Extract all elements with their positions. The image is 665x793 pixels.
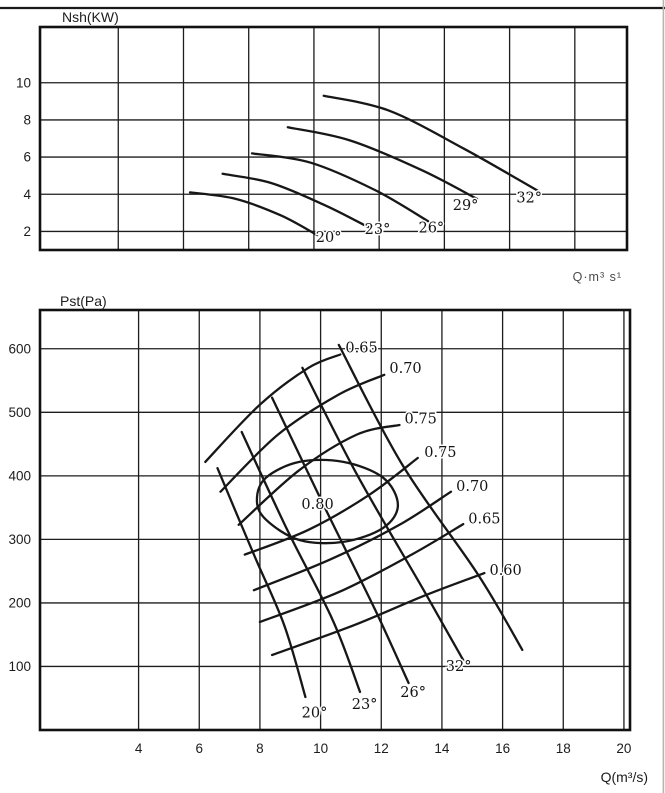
y-tick-label: 100 (8, 659, 31, 674)
static-pressure-plot: 100 200 300 400 500 600 4 6 8 10 12 14 16 18 20 20° 23° 2… (8, 308, 632, 756)
x-tick-label: 4 (135, 741, 143, 756)
pressure-curve-26deg-label: 26° (400, 685, 426, 701)
y-tick-label: 4 (23, 187, 31, 202)
power-chart-title: Nsh(KW) (62, 9, 119, 25)
pressure-curve-29deg (301, 366, 465, 662)
efficiency-060-lower-label: 0.60 (489, 563, 521, 579)
power-curve-32deg-label: 32° (516, 191, 542, 207)
pressure-curve-20deg (216, 467, 307, 699)
pressure-chart-title: Pst(Pa) (60, 293, 107, 309)
shaft-power-plot: 2 4 6 8 10 20° 23° 26° 29° 32° (16, 25, 629, 252)
efficiency-065-upper (204, 353, 342, 464)
power-chart-xlabel: Q·m³ s¹ (573, 270, 622, 284)
efficiency-075-upper (237, 423, 401, 526)
power-curve-26deg (250, 152, 430, 223)
efficiency-070-upper-label: 0.70 (389, 361, 421, 377)
x-tick-label: 14 (434, 741, 450, 756)
efficiency-075-upper-label: 0.75 (405, 412, 437, 428)
efficiency-080-island-label: 0.80 (301, 497, 333, 513)
power-curve-20deg-label: 20° (316, 230, 342, 246)
y-tick-label: 200 (8, 595, 31, 610)
efficiency-075-lower-label: 0.75 (424, 445, 456, 461)
y-tick-label: 2 (23, 224, 31, 239)
pressure-chart-xlabel: Q(m³/s) (601, 769, 648, 785)
pressure-curve-32deg (337, 343, 524, 652)
y-tick-label: 6 (23, 150, 31, 165)
y-tick-label: 10 (16, 75, 31, 90)
power-curve-26deg-label: 26° (418, 220, 444, 236)
pressure-curve-32deg-label: 32° (446, 659, 472, 675)
efficiency-080-island (255, 458, 400, 545)
power-curve-23deg-label: 23° (365, 222, 391, 238)
efficiency-075-lower (243, 456, 419, 556)
pressure-curve-20deg-label: 20° (302, 705, 328, 721)
power-curve-23deg (221, 172, 371, 229)
x-tick-label: 16 (495, 741, 510, 756)
efficiency-070-lower-label: 0.70 (456, 479, 488, 495)
efficiency-065-upper-label: 0.65 (345, 341, 377, 357)
pressure-curve-26deg (270, 396, 410, 685)
x-tick-label: 20 (616, 741, 631, 756)
power-curve-20deg (188, 191, 319, 237)
efficiency-060-lower (270, 571, 486, 657)
x-tick-label: 6 (195, 741, 203, 756)
efficiency-070-upper (219, 373, 386, 493)
power-curve-29deg (286, 126, 479, 201)
x-tick-label: 12 (374, 741, 389, 756)
y-tick-label: 8 (23, 112, 31, 127)
y-tick-label: 400 (8, 468, 31, 483)
plot-border (38, 308, 632, 732)
efficiency-065-lower-label: 0.65 (468, 511, 500, 527)
plot-border (38, 25, 629, 252)
efficiency-070-lower (252, 490, 453, 592)
power-curve-29deg-label: 29° (453, 198, 479, 214)
x-tick-label: 8 (256, 741, 264, 756)
pressure-curve-23deg-label: 23° (352, 697, 378, 713)
power-curve-32deg (322, 94, 539, 192)
x-tick-label: 10 (313, 741, 328, 756)
x-tick-label: 18 (556, 741, 571, 756)
y-tick-label: 300 (8, 532, 31, 547)
efficiency-065-lower (258, 522, 465, 624)
y-tick-label: 500 (8, 405, 31, 420)
y-tick-label: 600 (8, 341, 31, 356)
